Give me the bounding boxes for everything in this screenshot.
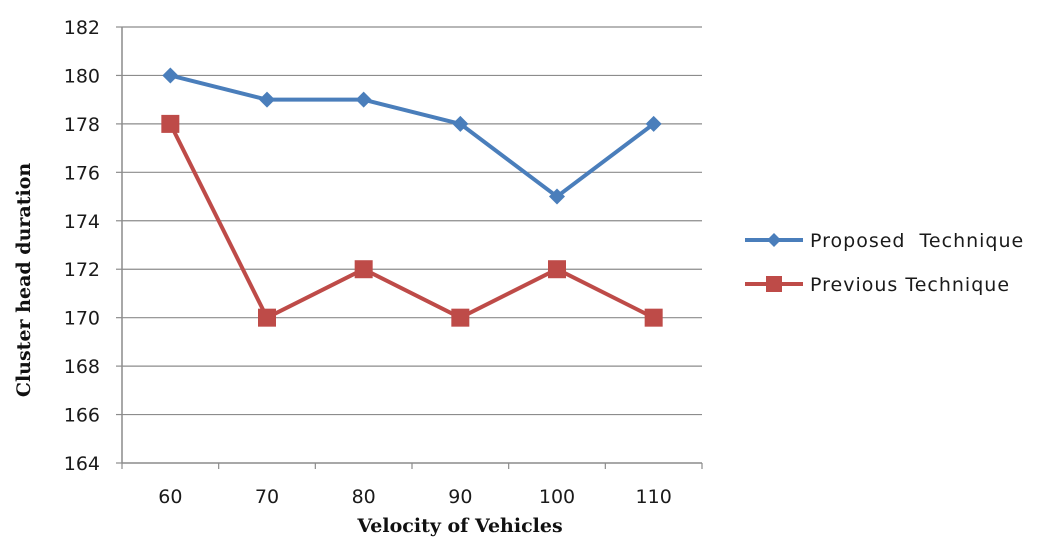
y-tick-label: 178 <box>64 114 100 136</box>
legend: Proposed Technique Previous Technique <box>745 230 1024 296</box>
y-tick-label: 168 <box>64 356 100 378</box>
legend-item-previous: Previous Technique <box>745 274 1010 296</box>
legend-item-proposed: Proposed Technique <box>745 230 1024 252</box>
legend-label-proposed: Proposed Technique <box>810 230 1024 252</box>
data-point-square <box>644 308 663 327</box>
y-tick-label: 174 <box>64 211 100 233</box>
data-point-diamond <box>162 67 179 84</box>
y-tick-label: 182 <box>64 17 100 39</box>
x-tick-label: 60 <box>158 486 182 508</box>
x-tick-labels: 60 70 80 90 100 110 <box>158 486 672 508</box>
y-tick-label: 172 <box>64 259 100 281</box>
y-tick-label: 164 <box>64 453 100 475</box>
data-point-square <box>451 308 470 327</box>
x-tick-label: 70 <box>255 486 279 508</box>
data-point-diamond <box>259 91 275 108</box>
y-tick-label: 166 <box>64 405 100 427</box>
y-tick-labels: 164 166 168 170 172 174 176 178 180 182 <box>64 17 100 475</box>
y-tick-label: 176 <box>64 162 100 184</box>
data-point-square <box>548 260 566 279</box>
y-tick-label: 170 <box>64 308 100 330</box>
axes <box>116 26 703 469</box>
y-axis-title: Cluster head duration <box>13 163 35 398</box>
series-line-1 <box>168 122 655 320</box>
data-point-diamond <box>549 188 565 205</box>
legend-diamond-icon <box>767 233 781 247</box>
legend-square-icon <box>766 276 782 292</box>
data-point-square <box>258 308 276 327</box>
data-point-diamond <box>355 91 372 108</box>
data-point-square <box>161 114 180 133</box>
legend-label-previous: Previous Technique <box>810 274 1010 296</box>
data-point-diamond <box>645 115 662 132</box>
y-tick-label: 180 <box>64 65 100 87</box>
data-point-diamond <box>452 115 469 132</box>
x-axis-title: Velocity of Vehicles <box>356 515 562 537</box>
x-tick-label: 110 <box>636 486 672 508</box>
x-tick-label: 80 <box>352 486 376 508</box>
series-line-0 <box>169 73 655 199</box>
series <box>161 67 663 327</box>
x-tick-label: 100 <box>539 486 575 508</box>
data-point-square <box>354 260 373 279</box>
x-tick-label: 90 <box>448 486 472 508</box>
